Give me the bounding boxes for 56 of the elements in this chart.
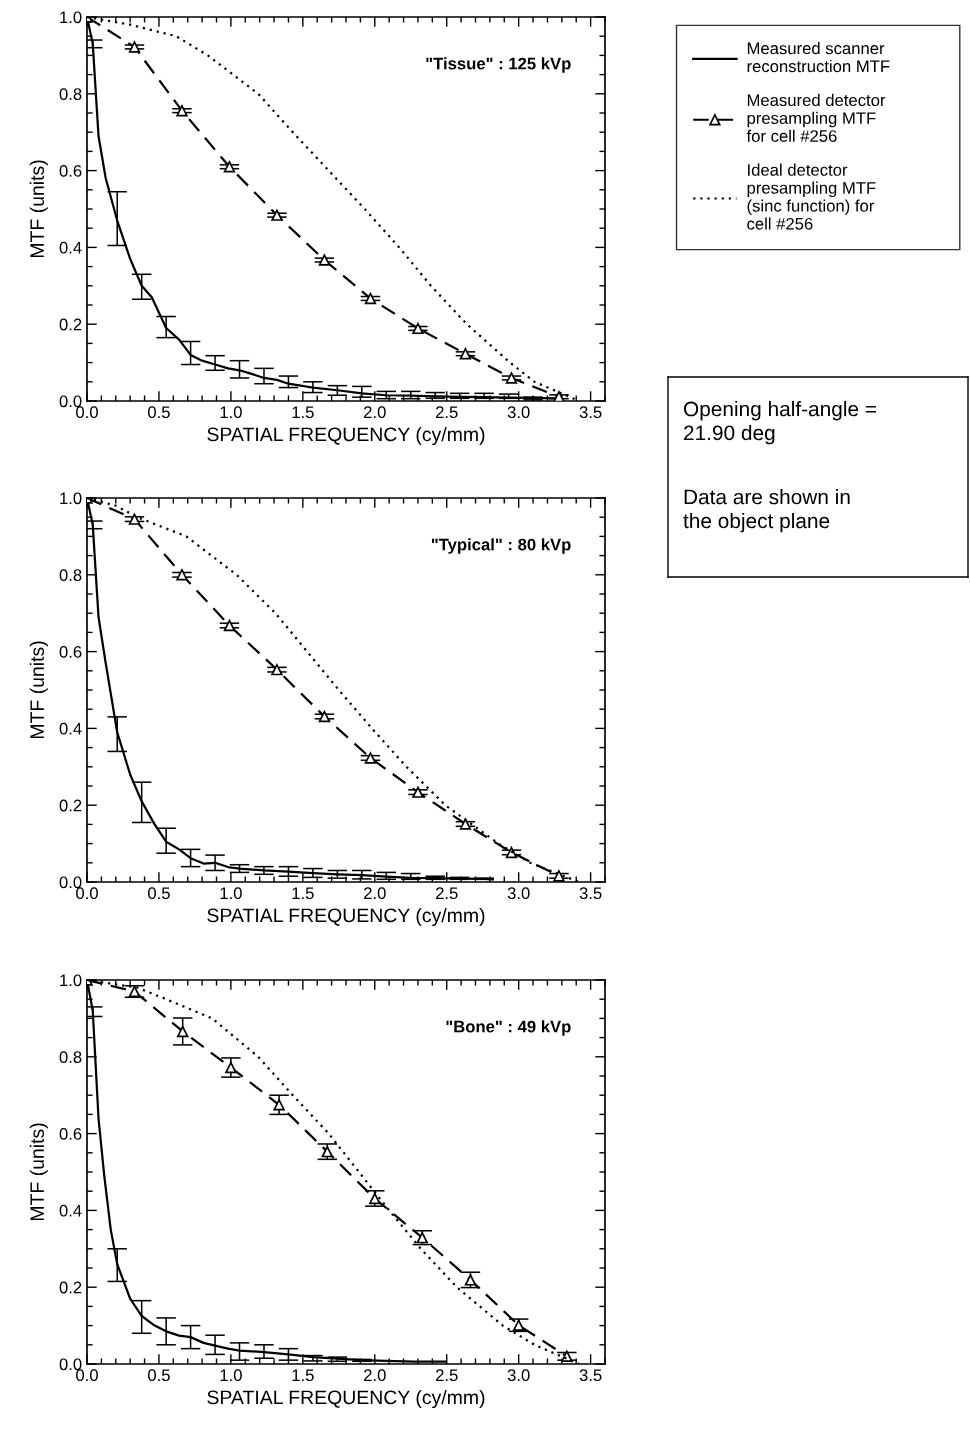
x-tick-label: 2.0	[364, 406, 386, 419]
x-tick-label: 1.5	[292, 887, 314, 900]
legend-label: Measured scanner reconstruction MTF	[747, 42, 890, 73]
x-tick-label: 0.5	[148, 1369, 170, 1382]
x-tick-label: 1.0	[220, 406, 242, 419]
x-axis-title: SPATIAL FREQUENCY (cy/mm)	[207, 907, 485, 927]
x-tick-label: 1.0	[220, 887, 242, 900]
y-tick-label: 0.4	[59, 722, 82, 735]
x-tick-label: 1.5	[292, 406, 314, 419]
x-tick-label: 3.0	[507, 1369, 530, 1382]
y-tick-label: 0.0	[59, 876, 82, 889]
y-tick-label: 1.0	[60, 974, 82, 987]
y-tick-label: 0.6	[59, 165, 82, 177]
x-tick-label: 0.5	[148, 887, 170, 900]
x-tick-label: 1.5	[292, 1369, 314, 1382]
x-tick-label: 2.0	[364, 887, 386, 900]
x-tick-label: 3.0	[507, 406, 530, 419]
y-tick-label: 0.2	[59, 799, 82, 812]
x-tick-label: 2.5	[435, 887, 458, 900]
x-tick-label: 3.5	[579, 406, 602, 419]
text: "Typical" : 80 kVp	[431, 538, 571, 554]
legend-label: Ideal detector presampling MTF (sinc function) for cell #256	[747, 163, 876, 230]
x-tick-label: 0.0	[76, 887, 98, 900]
x-tick-label: 0.0	[76, 1369, 98, 1382]
y-tick-label: 0.6	[59, 1128, 82, 1140]
text: Opening half-angle = 21.90 deg	[683, 401, 876, 445]
text: "Tissue" : 125 kVp	[426, 57, 571, 73]
x-tick-label: 0.5	[148, 406, 170, 419]
y-tick-label: 0.2	[59, 318, 82, 331]
y-tick-label: 0.2	[59, 1281, 82, 1294]
x-tick-label: 2.5	[435, 406, 458, 419]
y-tick-label: 0.4	[59, 241, 82, 254]
x-tick-label: 2.0	[364, 1369, 386, 1382]
y-tick-label: 1.0	[60, 492, 82, 505]
y-tick-label: 1.0	[60, 11, 82, 24]
y-axis-title: MTF (units)	[29, 1123, 48, 1221]
text: Data are shown in the object plane	[683, 489, 850, 533]
x-tick-label: 3.0	[507, 887, 530, 900]
y-axis-title: MTF (units)	[29, 160, 48, 258]
x-axis-title: SPATIAL FREQUENCY (cy/mm)	[207, 1389, 485, 1409]
y-tick-label: 0.8	[59, 569, 82, 581]
x-axis-title: SPATIAL FREQUENCY (cy/mm)	[207, 426, 485, 446]
x-tick-label: 1.0	[220, 1369, 242, 1382]
x-tick-label: 2.5	[435, 1369, 458, 1382]
legend-label: Measured detector presampling MTF for cell #256	[746, 93, 886, 142]
y-tick-label: 0.0	[59, 1358, 82, 1371]
x-tick-label: 0.0	[76, 406, 98, 419]
y-tick-label: 0.0	[59, 395, 82, 408]
x-tick-label: 3.5	[579, 1369, 602, 1382]
y-tick-label: 0.4	[59, 1204, 82, 1217]
y-axis-title: MTF (units)	[29, 641, 48, 739]
y-tick-label: 0.8	[59, 1051, 82, 1063]
text: "Bone" : 49 kVp	[446, 1020, 571, 1036]
y-tick-label: 0.8	[59, 88, 82, 100]
x-tick-label: 3.5	[579, 887, 602, 900]
y-tick-label: 0.6	[59, 646, 82, 658]
